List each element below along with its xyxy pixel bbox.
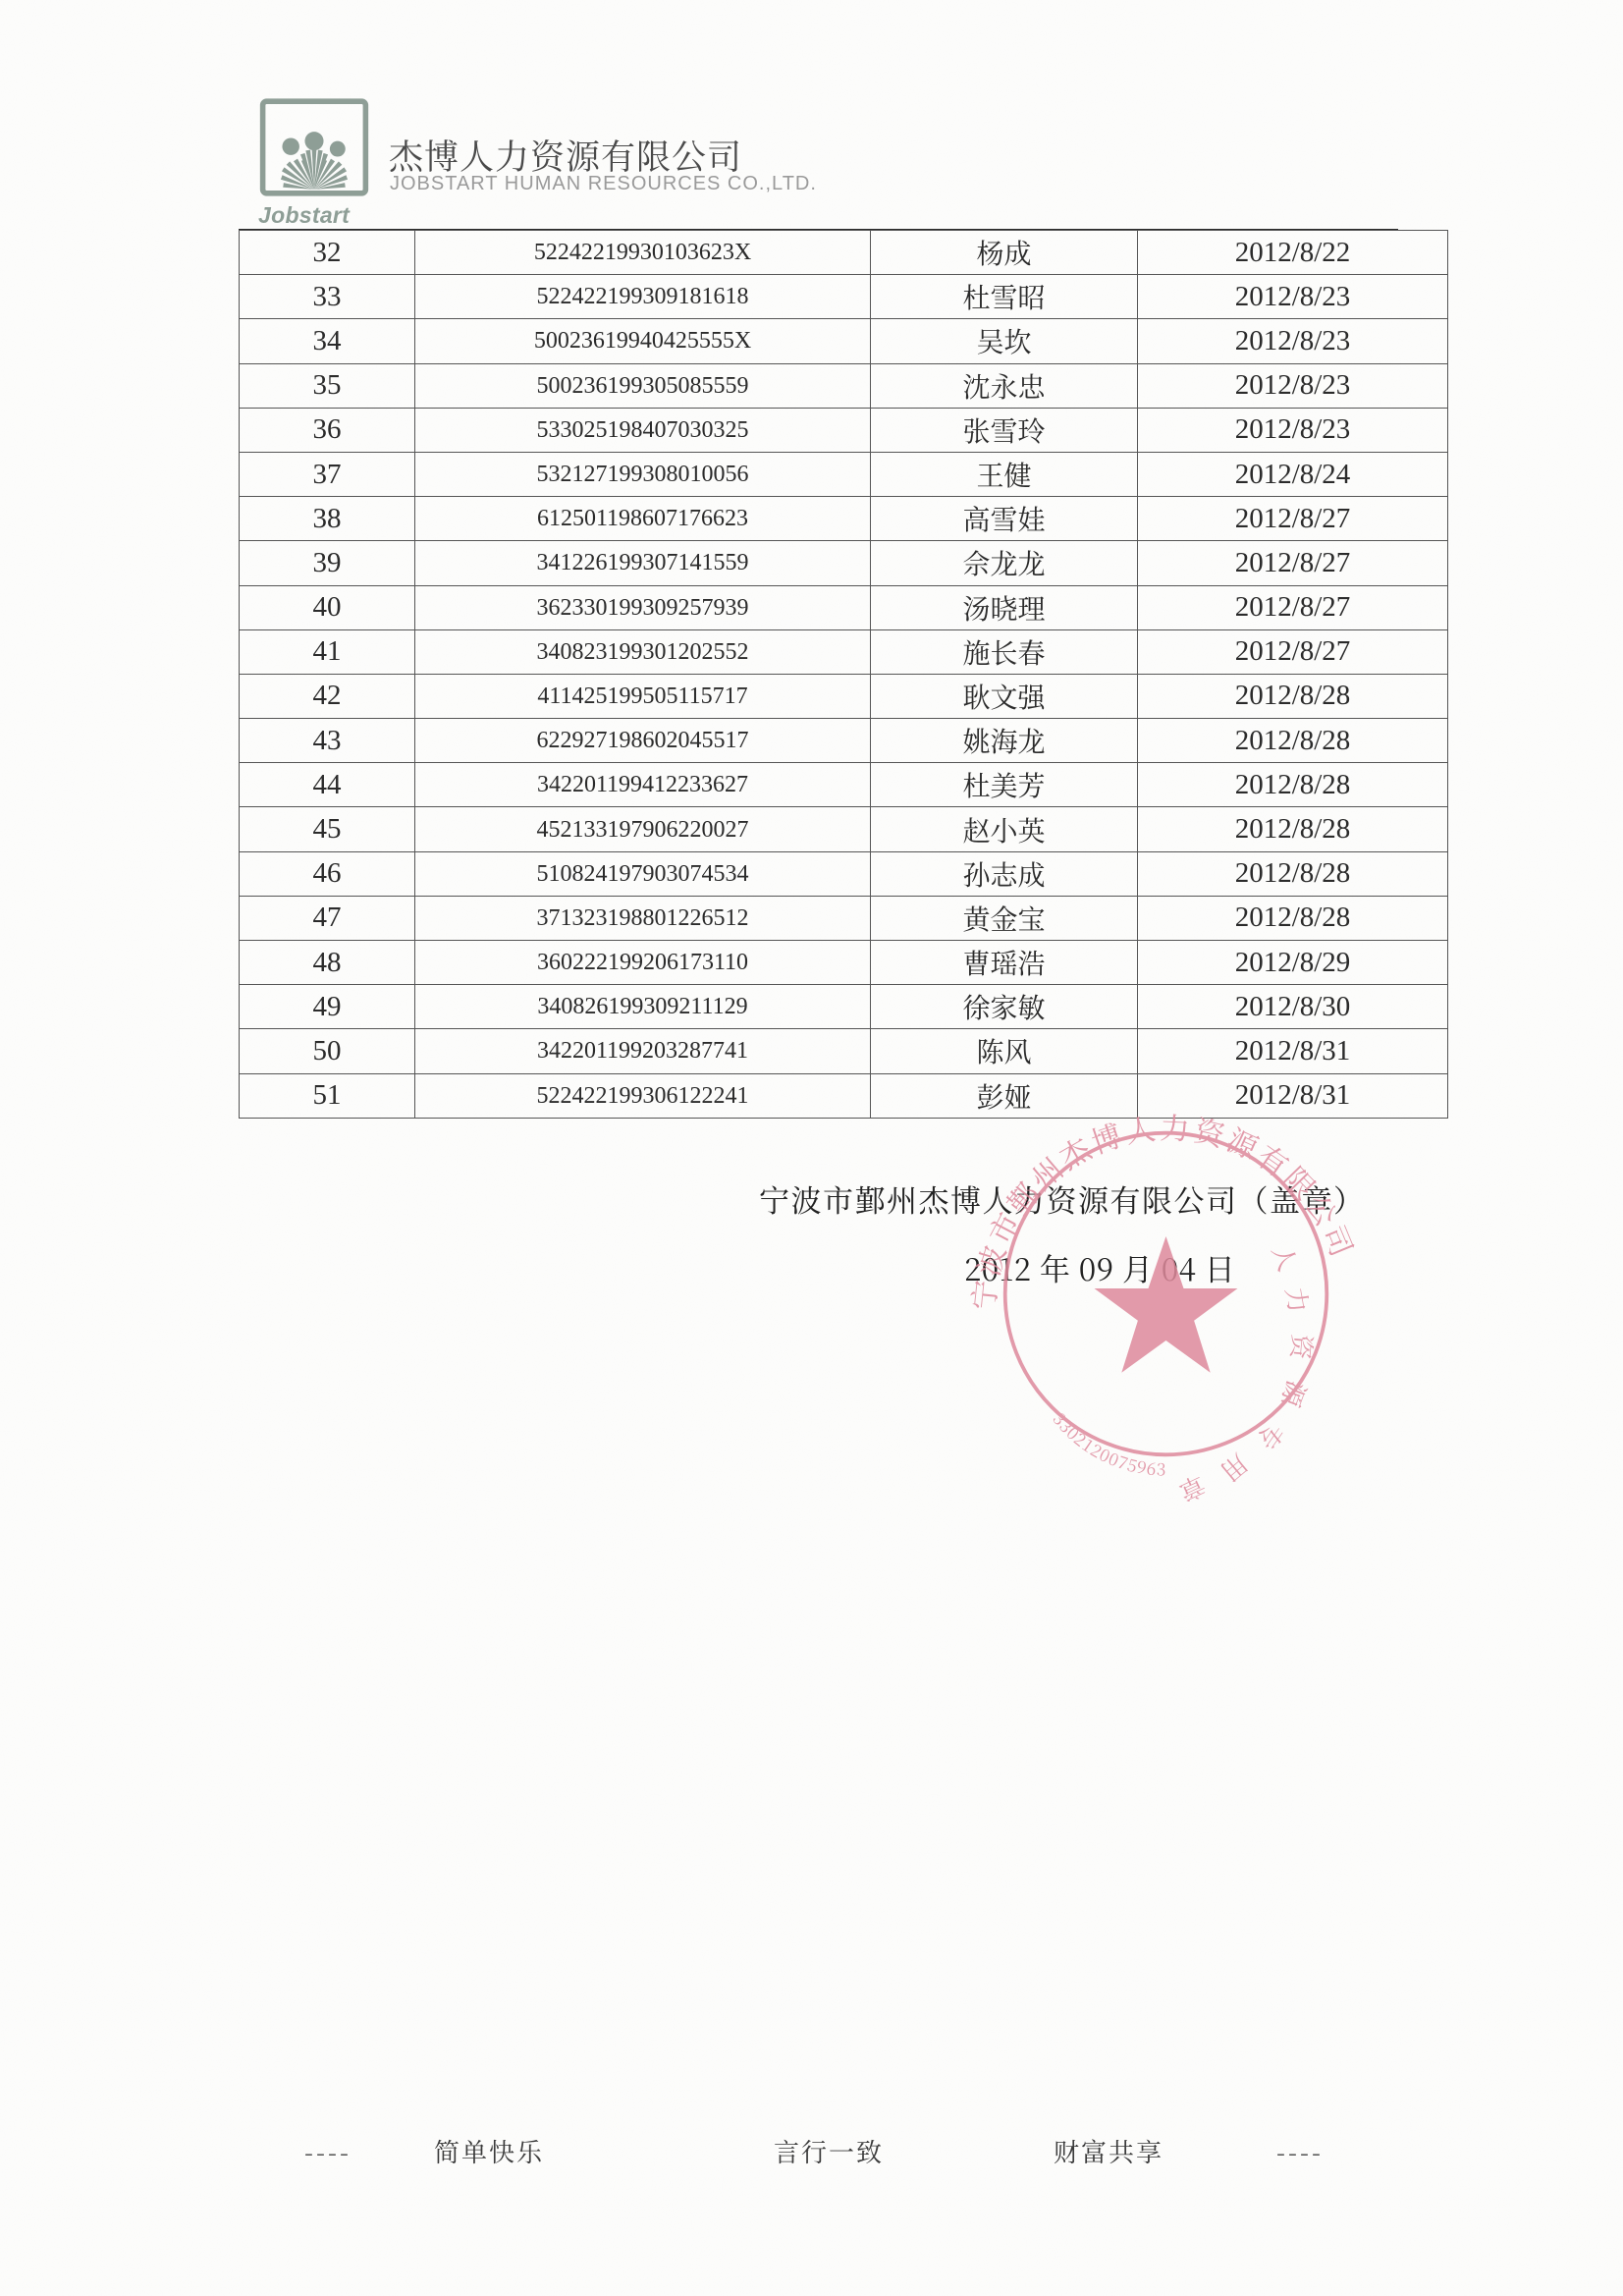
svg-text:3302120075963: 3302120075963 [1048,1407,1166,1481]
svg-text:章: 章 [1173,1467,1212,1510]
svg-text:资: 资 [1283,1333,1322,1362]
svg-text:用: 用 [1214,1447,1257,1491]
svg-text:力: 力 [1278,1284,1319,1315]
svg-text:人: 人 [1265,1239,1308,1276]
svg-text:专: 专 [1249,1416,1293,1457]
